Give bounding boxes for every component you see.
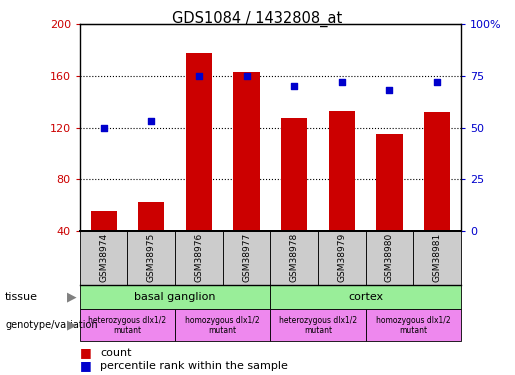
Bar	[329, 111, 355, 231]
Text: ■: ■	[80, 346, 92, 360]
Bar	[186, 53, 212, 231]
Text: GSM38977: GSM38977	[242, 233, 251, 282]
Text: GDS1084 / 1432808_at: GDS1084 / 1432808_at	[173, 11, 342, 27]
Text: GSM38980: GSM38980	[385, 233, 394, 282]
Text: homozygous dlx1/2
mutant: homozygous dlx1/2 mutant	[185, 316, 260, 335]
Text: basal ganglion: basal ganglion	[134, 292, 216, 302]
Text: GSM38981: GSM38981	[433, 233, 441, 282]
Text: ▶: ▶	[67, 291, 77, 304]
Text: cortex: cortex	[348, 292, 383, 302]
Bar	[281, 118, 307, 231]
Text: GSM38974: GSM38974	[99, 233, 108, 282]
Bar	[424, 112, 450, 231]
Text: GSM38976: GSM38976	[195, 233, 203, 282]
Text: GSM38979: GSM38979	[337, 233, 346, 282]
Text: ■: ■	[80, 359, 92, 372]
Point	[99, 124, 108, 130]
Text: genotype/variation: genotype/variation	[5, 320, 98, 330]
Point	[433, 79, 441, 85]
Text: GSM38975: GSM38975	[147, 233, 156, 282]
Text: count: count	[100, 348, 132, 358]
Point	[243, 73, 251, 79]
Text: homozygous dlx1/2
mutant: homozygous dlx1/2 mutant	[376, 316, 451, 335]
Point	[385, 87, 393, 93]
Point	[338, 79, 346, 85]
Text: heterozygous dlx1/2
mutant: heterozygous dlx1/2 mutant	[89, 316, 166, 335]
Text: heterozygous dlx1/2
mutant: heterozygous dlx1/2 mutant	[279, 316, 357, 335]
Point	[290, 83, 298, 89]
Bar	[91, 211, 117, 231]
Point	[195, 73, 203, 79]
Bar	[138, 202, 164, 231]
Text: percentile rank within the sample: percentile rank within the sample	[100, 361, 288, 370]
Text: GSM38978: GSM38978	[290, 233, 299, 282]
Bar	[376, 134, 403, 231]
Bar	[233, 72, 260, 231]
Text: tissue: tissue	[5, 292, 38, 302]
Point	[147, 118, 156, 124]
Text: ▶: ▶	[67, 319, 77, 332]
